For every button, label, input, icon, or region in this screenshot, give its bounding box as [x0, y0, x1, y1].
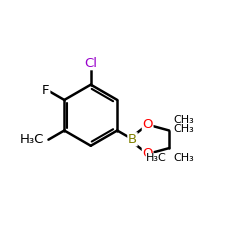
Text: B: B [128, 133, 137, 146]
Text: CH₃: CH₃ [174, 153, 194, 163]
Text: O: O [142, 118, 153, 131]
Text: CH₃: CH₃ [174, 124, 194, 134]
Text: H₃C: H₃C [146, 153, 167, 163]
Text: F: F [42, 84, 50, 97]
Text: Cl: Cl [84, 57, 97, 70]
Text: O: O [142, 148, 153, 160]
Text: H₃C: H₃C [20, 133, 44, 146]
Text: CH₃: CH₃ [174, 115, 194, 125]
